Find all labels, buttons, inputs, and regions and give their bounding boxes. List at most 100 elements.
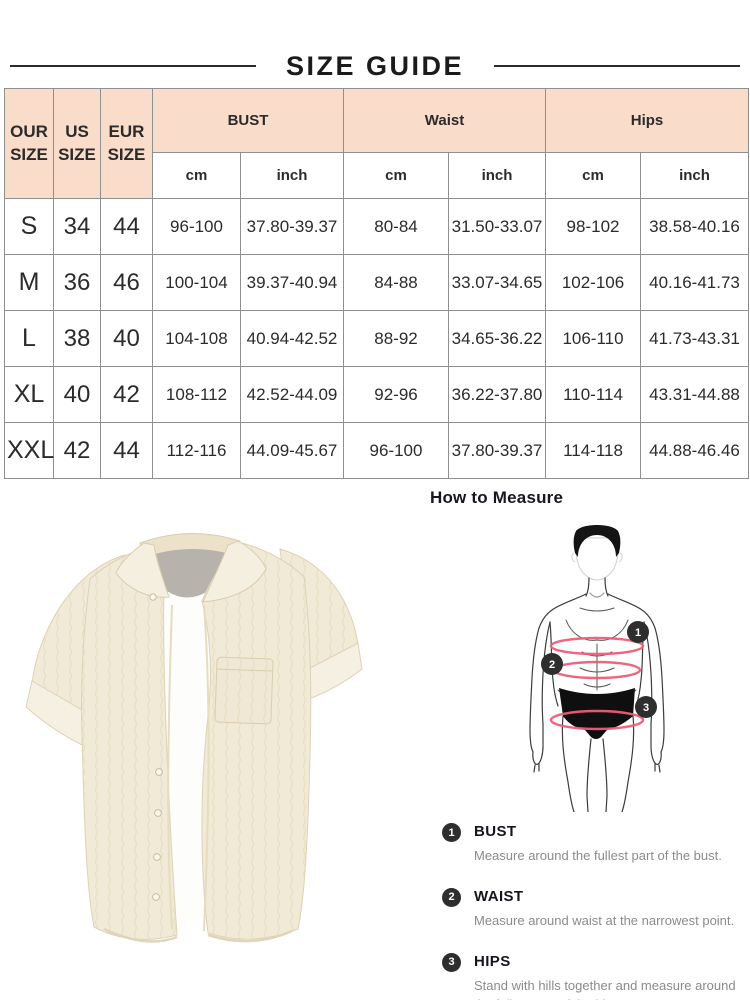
col-header-waist: Waist: [342, 88, 547, 153]
cell-waist-cm: 84-88: [343, 254, 449, 311]
step-description: Stand with hills together and measure ar…: [474, 977, 736, 1000]
unit-header-waist-inch: inch: [447, 152, 547, 199]
left-collar: [115, 542, 170, 598]
hem-line-left: [103, 927, 178, 943]
title-rule-left: [10, 65, 256, 67]
col-header-hips: Hips: [545, 88, 750, 153]
cell-waist-cm: 96-100: [343, 422, 449, 479]
cell-waist-inch: 34.65-36.22: [447, 310, 547, 367]
cell-hips-cm: 102-106: [545, 254, 642, 311]
cell-bust-inch: 42.52-44.09: [240, 366, 344, 423]
cell-hips-cm: 110-114: [545, 366, 642, 423]
unit-header-bust-inch: inch: [240, 152, 344, 199]
how-to-measure-title: How to Measure: [430, 488, 564, 507]
table-row-s: S 34 44 96-100 37.80-39.37 80-84 31.50-3…: [4, 198, 750, 255]
cell-waist-cm: 80-84: [343, 198, 449, 255]
unit-header-hips-cm: cm: [545, 152, 642, 199]
marker-1: 1: [635, 627, 641, 639]
size-chart-table: OUR SIZE US SIZE EUR SIZE BUST Waist Hip…: [4, 88, 750, 479]
measure-steps-list: 1 BUST Measure around the fullest part o…: [442, 822, 742, 1000]
cell-eur: 42: [100, 366, 153, 423]
head-outline: [575, 537, 619, 581]
col-header-our-size: OUR SIZE: [4, 88, 54, 199]
cell-hips-cm: 114-118: [545, 422, 642, 479]
cell-bust-cm: 100-104: [152, 254, 241, 311]
unit-header-hips-inch: inch: [640, 152, 750, 199]
body-measurement-diagram: 1 2 3: [529, 525, 665, 812]
cell-size: XXL: [4, 422, 54, 479]
chest-pocket: [214, 656, 274, 725]
step-text: BUST Measure around the fullest part of …: [474, 822, 722, 866]
cell-hips-inch: 38.58-40.16: [640, 198, 750, 255]
table-row-l: L 38 40 104-108 40.94-42.52 88-92 34.65-…: [4, 310, 750, 367]
cell-bust-inch: 44.09-45.67: [240, 422, 344, 479]
unit-header-waist-cm: cm: [343, 152, 449, 199]
cell-eur: 44: [100, 422, 153, 479]
ears: [571, 552, 623, 563]
table-row-xxl: XXL 42 44 112-116 44.09-45.67 96-100 37.…: [4, 422, 750, 479]
cell-waist-inch: 36.22-37.80: [447, 366, 547, 423]
step-description: Measure around the fullest part of the b…: [474, 848, 722, 863]
col-header-us-size: US SIZE: [53, 88, 101, 199]
measure-step-waist: 2 WAIST Measure around waist at the narr…: [442, 887, 742, 931]
how-to-measure-section: How to Measure: [430, 488, 742, 1000]
cell-waist-cm: 88-92: [343, 310, 449, 367]
cell-hips-inch: 40.16-41.73: [640, 254, 750, 311]
cell-hips-cm: 98-102: [545, 198, 642, 255]
cell-bust-inch: 37.80-39.37: [240, 198, 344, 255]
hair: [573, 525, 621, 557]
step-number-badge: 3: [442, 952, 461, 972]
cell-size: XL: [4, 366, 54, 423]
title-rule-right: [494, 65, 740, 67]
shirt-buttons: [149, 593, 163, 901]
cell-bust-cm: 96-100: [152, 198, 241, 255]
page-header: SIZE GUIDE: [10, 47, 740, 85]
cell-waist-inch: 33.07-34.65: [447, 254, 547, 311]
table-row-xl: XL 40 42 108-112 42.52-44.09 92-96 36.22…: [4, 366, 750, 423]
cell-us: 42: [53, 422, 101, 479]
cell-hips-inch: 43.31-44.88: [640, 366, 750, 423]
cell-eur: 46: [100, 254, 153, 311]
table-group-header-row: OUR SIZE US SIZE EUR SIZE BUST Waist Hip…: [4, 88, 750, 199]
cell-eur: 40: [100, 310, 153, 367]
col-header-eur-size: EUR SIZE: [100, 88, 153, 199]
table-unit-header-row: cm inch cm inch cm inch: [5, 152, 750, 199]
step-description: Measure around waist at the narrowest po…: [474, 912, 735, 928]
cell-bust-cm: 104-108: [152, 310, 241, 367]
cell-size: M: [4, 254, 54, 311]
cell-us: 40: [53, 366, 101, 423]
cell-bust-cm: 108-112: [152, 366, 241, 423]
cell-size: S: [4, 198, 54, 255]
col-header-bust: BUST: [152, 88, 344, 153]
step-text: HIPS Stand with hills together and measu…: [474, 952, 742, 1000]
cell-size: L: [4, 310, 54, 367]
cell-us: 34: [53, 198, 101, 255]
cell-us: 36: [53, 254, 101, 311]
left-placket-edge: [167, 604, 173, 930]
marker-2: 2: [549, 659, 555, 671]
cell-waist-inch: 37.80-39.37: [447, 422, 547, 479]
step-number-badge: 2: [442, 887, 461, 907]
diagram-markers: 1 2 3: [541, 621, 657, 718]
cell-bust-inch: 39.37-40.94: [240, 254, 344, 311]
step-number-badge: 1: [442, 823, 461, 842]
cell-hips-cm: 106-110: [545, 310, 642, 367]
product-photo: [12, 505, 404, 963]
cell-eur: 44: [100, 198, 153, 255]
marker-3: 3: [643, 702, 649, 714]
cell-waist-inch: 31.50-33.07: [447, 198, 547, 255]
shorts: [559, 688, 635, 739]
cell-us: 38: [53, 310, 101, 367]
hem-line-right: [207, 929, 293, 943]
step-label: WAIST: [474, 887, 524, 905]
cell-hips-inch: 41.73-43.31: [640, 310, 750, 367]
step-label: HIPS: [474, 952, 511, 970]
measure-step-hips: 3 HIPS Stand with hills together and mea…: [442, 952, 742, 1000]
right-placket-edge: [203, 604, 210, 932]
measure-step-bust: 1 BUST Measure around the fullest part o…: [442, 822, 742, 866]
step-label: BUST: [474, 823, 517, 840]
right-collar: [202, 540, 267, 603]
shirt-illustration: [25, 532, 363, 943]
step-text: WAIST Measure around waist at the narrow…: [474, 887, 734, 931]
torso-detail-lines: [557, 607, 637, 705]
